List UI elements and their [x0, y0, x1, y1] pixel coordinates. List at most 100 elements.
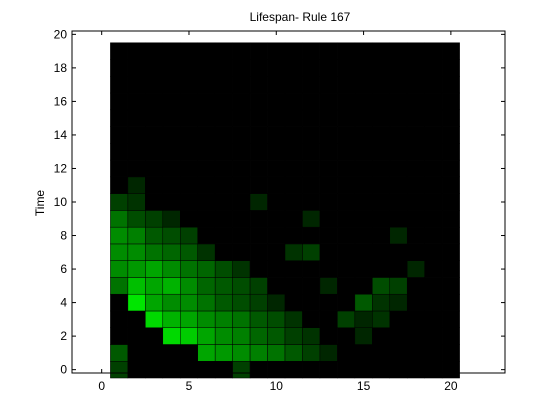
- heatmap-cell: [127, 327, 146, 345]
- heatmap-cell: [406, 243, 425, 261]
- heatmap-cell: [441, 226, 460, 245]
- heatmap-cell: [110, 327, 129, 345]
- heatmap-cell: [214, 176, 233, 194]
- heatmap-cell: [110, 109, 129, 127]
- heatmap-cell: [406, 260, 425, 278]
- heatmap-cell: [319, 176, 338, 194]
- heatmap-cell: [145, 210, 164, 228]
- heatmap-cell: [267, 92, 286, 111]
- heatmap-cell: [232, 193, 251, 211]
- heatmap-cell: [197, 159, 216, 178]
- heatmap-cell: [302, 277, 321, 295]
- heatmap-cell: [424, 109, 443, 127]
- heatmap-cell: [145, 277, 164, 295]
- heatmap-cell: [180, 226, 198, 245]
- heatmap-cell: [162, 42, 181, 60]
- heatmap-cell: [249, 126, 268, 144]
- x-tick-label: 5: [186, 379, 193, 393]
- heatmap-cell: [197, 344, 216, 362]
- heatmap-cell: [372, 327, 391, 345]
- heatmap-cell: [354, 243, 373, 261]
- heatmap-cell: [319, 277, 338, 295]
- heatmap-cell: [197, 310, 216, 328]
- heatmap-cell: [406, 143, 425, 161]
- y-tick-label: 0: [60, 363, 67, 377]
- heatmap-cell: [319, 243, 338, 261]
- heatmap-cell: [284, 176, 303, 194]
- heatmap-cell: [389, 159, 408, 178]
- heatmap-cell: [337, 92, 356, 111]
- heatmap-cell: [319, 92, 338, 111]
- heatmap-cell: [197, 210, 216, 228]
- heatmap-cell: [372, 260, 391, 278]
- heatmap-cell: [319, 109, 338, 127]
- heatmap-cell: [302, 243, 321, 261]
- heatmap-cell: [249, 59, 268, 77]
- heatmap-cell: [180, 243, 198, 261]
- heatmap-cell: [110, 159, 129, 178]
- heatmap-cell: [127, 159, 146, 178]
- heatmap-cell: [197, 76, 216, 94]
- heatmap-cell: [127, 361, 146, 379]
- heatmap-cell: [372, 126, 391, 144]
- heatmap-cell: [145, 176, 164, 194]
- heatmap-cell: [232, 327, 251, 345]
- x-axis-ticks: 0 5 10 15 20: [98, 31, 458, 393]
- heatmap-cell: [214, 344, 233, 362]
- chart-title: Lifespan- Rule 167: [250, 10, 351, 24]
- y-tick-label: 20: [54, 27, 68, 41]
- heatmap-cell: [162, 92, 181, 111]
- x-tick-label: 20: [444, 379, 458, 393]
- heatmap-cell: [354, 293, 373, 312]
- heatmap-cell: [389, 310, 408, 328]
- heatmap-cell: [249, 226, 268, 245]
- x-tick-label: 10: [270, 379, 284, 393]
- heatmap-cell: [214, 361, 233, 379]
- heatmap-cell: [180, 159, 198, 178]
- heatmap-cell: [197, 193, 216, 211]
- heatmap-cell: [267, 42, 286, 60]
- heatmap-cell: [302, 327, 321, 345]
- heatmap-cell: [284, 243, 303, 261]
- heatmap-cell: [319, 193, 338, 211]
- heatmap-cell: [354, 59, 373, 77]
- heatmap-cell: [180, 210, 198, 228]
- heatmap-cell: [214, 327, 233, 345]
- heatmap-cell: [127, 310, 146, 328]
- heatmap-cell: [232, 226, 251, 245]
- heatmap-cell: [145, 109, 164, 127]
- heatmap-cell: [441, 327, 460, 345]
- x-tick-label: 15: [357, 379, 371, 393]
- heatmap-cell: [232, 277, 251, 295]
- heatmap-cell: [389, 226, 408, 245]
- y-axis-ticks: 0 2 4 6 8 10 12 14 16 18 20: [54, 27, 505, 377]
- heatmap-cell: [354, 344, 373, 362]
- heatmap-cell: [284, 344, 303, 362]
- heatmap-cell: [319, 126, 338, 144]
- heatmap-cell: [127, 76, 146, 94]
- heatmap-cell: [162, 293, 181, 312]
- heatmap-cell: [249, 210, 268, 228]
- heatmap-cell: [424, 310, 443, 328]
- heatmap-cell: [389, 327, 408, 345]
- heatmap-cell: [389, 109, 408, 127]
- heatmap-cell: [441, 344, 460, 362]
- heatmap-cell: [214, 59, 233, 77]
- heatmap-cell: [441, 76, 460, 94]
- heatmap-cell: [337, 109, 356, 127]
- heatmap-cell: [372, 76, 391, 94]
- heatmap-cell: [406, 59, 425, 77]
- heatmap-cell: [180, 42, 198, 60]
- heatmap-cell: [302, 59, 321, 77]
- heatmap-cell: [424, 159, 443, 178]
- heatmap-cell: [232, 310, 251, 328]
- heatmap-cell: [302, 126, 321, 144]
- heatmap-cell: [337, 327, 356, 345]
- heatmap-cell: [267, 327, 286, 345]
- heatmap-cell: [180, 277, 198, 295]
- heatmap-cell: [284, 76, 303, 94]
- heatmap-cell: [389, 59, 408, 77]
- heatmap-cell: [389, 42, 408, 60]
- heatmap-cell: [354, 126, 373, 144]
- heatmap-cell: [406, 344, 425, 362]
